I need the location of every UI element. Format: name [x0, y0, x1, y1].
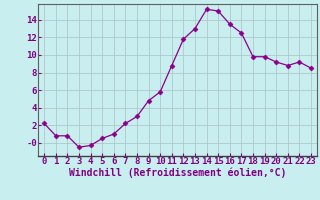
X-axis label: Windchill (Refroidissement éolien,°C): Windchill (Refroidissement éolien,°C): [69, 168, 286, 178]
